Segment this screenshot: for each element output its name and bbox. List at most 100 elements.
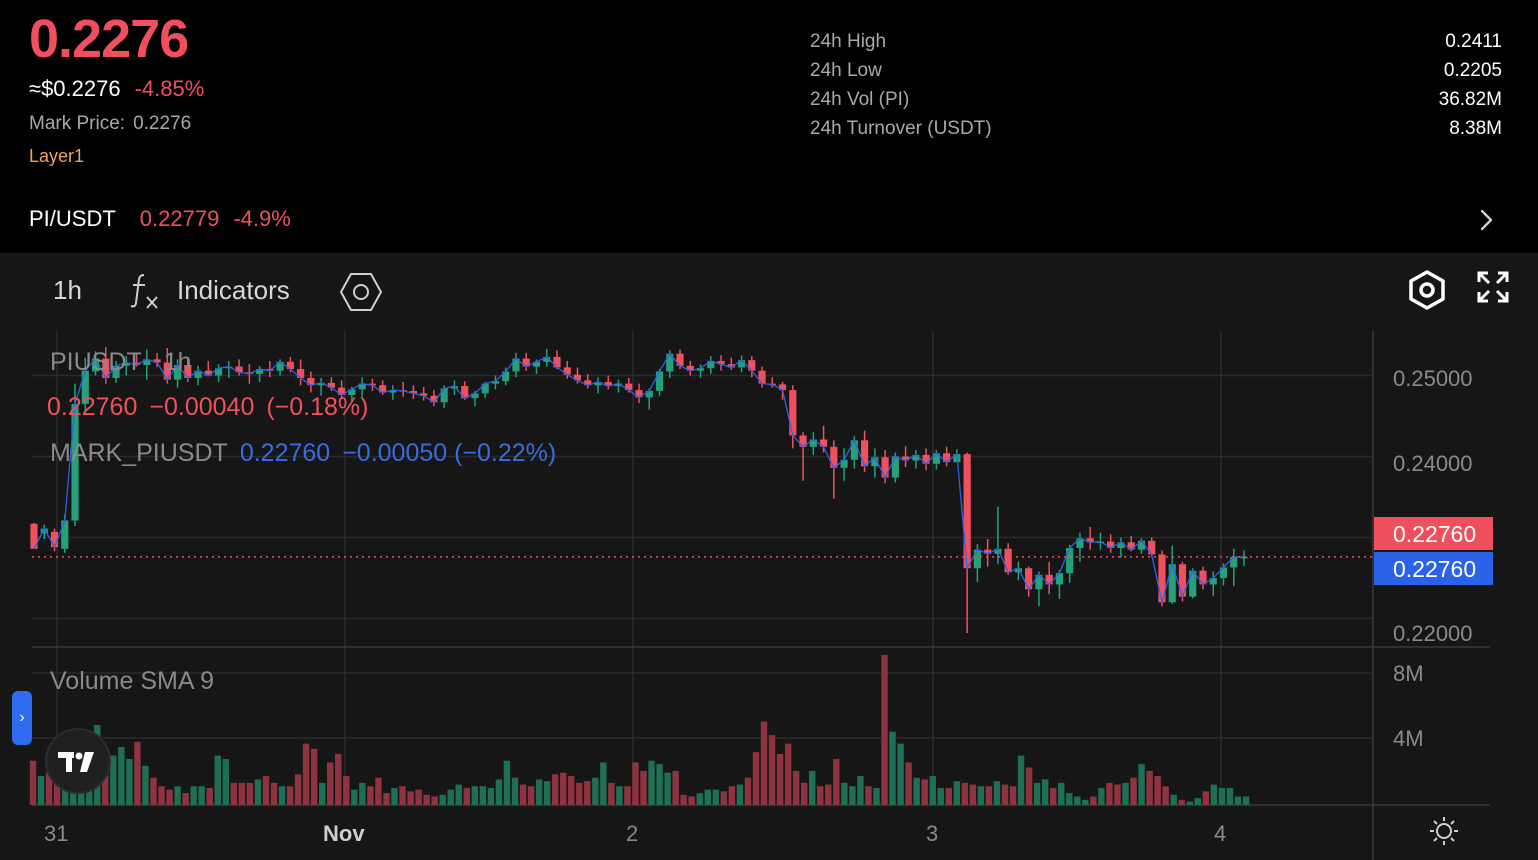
volume-bar	[495, 779, 503, 805]
volume-bar	[1041, 779, 1049, 805]
interval-selector[interactable]: 1h	[53, 275, 82, 305]
volume-bar	[632, 762, 639, 805]
candle-body	[132, 362, 141, 366]
volume-bar	[768, 735, 776, 805]
pair-price: 0.22779	[139, 206, 220, 231]
volume-bar	[246, 782, 254, 805]
candle-body	[481, 383, 489, 394]
sun-icon[interactable]	[1429, 816, 1459, 846]
candle-body	[471, 393, 479, 399]
fullscreen-icon[interactable]	[1476, 270, 1510, 304]
time-axis-tick: Nov	[323, 821, 365, 846]
stats-panel: 24h High 0.2411 24h Low 0.2205 24h Vol (…	[810, 31, 1502, 147]
candle-body	[1076, 538, 1084, 549]
volume-bar	[407, 791, 414, 805]
candle-body	[143, 359, 151, 366]
stat-24h-high: 24h High 0.2411	[810, 31, 1502, 60]
time-axis-tick: 4	[1214, 821, 1227, 846]
volume-bar	[487, 787, 495, 805]
volume-bar	[656, 764, 663, 805]
candle-body	[686, 365, 694, 371]
function-icon[interactable]	[128, 271, 162, 309]
stat-value: 8.38M	[1449, 118, 1502, 139]
volume-bar	[1154, 776, 1161, 805]
volume-bar	[110, 755, 117, 805]
volume-bar	[302, 743, 310, 805]
volume-bar	[857, 776, 864, 805]
candle-body	[1178, 564, 1187, 597]
volume-bar	[913, 777, 920, 805]
volume-bar	[712, 789, 720, 805]
candle-body	[799, 435, 807, 447]
candle-body	[1158, 554, 1166, 603]
volume-axis-tick: 4M	[1393, 726, 1424, 751]
candle-body	[737, 360, 746, 368]
volume-bar	[889, 731, 896, 805]
candle-body	[368, 383, 376, 386]
expand-panel-handle[interactable]: ›	[12, 691, 32, 745]
candle-body	[676, 353, 684, 366]
volume-bar	[190, 786, 197, 805]
candle-body	[30, 523, 38, 549]
volume-bar	[784, 743, 792, 805]
settings-icon[interactable]	[1406, 269, 1448, 311]
volume-bar	[841, 782, 848, 805]
candle-body	[1055, 573, 1064, 585]
tradingview-logo-icon	[58, 752, 94, 772]
volume-bar	[45, 772, 53, 805]
candle-body	[1004, 548, 1012, 573]
legend-mark-price: 0.22760	[239, 439, 331, 467]
volume-bar	[174, 786, 181, 805]
legend-mark-change: −0.00050 (−0.22%)	[342, 439, 557, 467]
spot-pair-row[interactable]: PI/USDT 0.22779 -4.9%	[29, 206, 291, 232]
candle-body	[235, 366, 243, 373]
volume-bar	[720, 791, 728, 805]
volume-bar	[905, 762, 912, 805]
volume-bar	[688, 796, 695, 805]
category-tag[interactable]: Layer1	[29, 146, 85, 166]
volume-bar	[1170, 794, 1177, 805]
price-axis-tick: 0.24000	[1393, 451, 1473, 476]
volume-bar	[391, 787, 398, 805]
volume-bar	[744, 777, 752, 805]
volume-bar	[415, 789, 422, 805]
candle-body	[543, 356, 551, 362]
volume-bar	[608, 782, 615, 805]
candle-body	[389, 390, 397, 393]
volume-bar	[592, 777, 599, 805]
tradingview-logo[interactable]	[45, 728, 111, 794]
candle-body	[461, 386, 469, 399]
candle-body	[994, 548, 1002, 554]
indicators-button[interactable]: Indicators	[177, 275, 290, 305]
candle-body	[286, 361, 294, 370]
chart-type-icon[interactable]	[339, 271, 383, 313]
candle-body	[225, 366, 233, 369]
mark-price-row: Mark Price: 0.2276	[29, 113, 191, 135]
candle-body	[891, 456, 899, 478]
usd-price: ≈$0.2276	[29, 76, 121, 101]
volume-bar	[359, 782, 366, 805]
candle-body	[861, 440, 869, 467]
volume-bar	[1066, 793, 1073, 805]
price-chart[interactable]	[0, 253, 1538, 860]
candle-body	[1189, 570, 1197, 597]
chevron-right-icon[interactable]	[1477, 208, 1497, 232]
volume-bar	[648, 760, 655, 805]
volume-bar	[865, 786, 872, 805]
candle-body	[71, 403, 79, 521]
stat-24h-vol: 24h Vol (PI) 36.82M	[810, 89, 1502, 118]
volume-bar	[1226, 787, 1234, 805]
volume-bar	[600, 762, 607, 805]
candle-body	[450, 386, 459, 389]
volume-bar	[1242, 796, 1250, 805]
candle-body	[194, 370, 202, 378]
volume-bar	[214, 755, 221, 805]
volume-bar	[1186, 801, 1193, 805]
candle-body	[840, 459, 848, 468]
candle-body	[81, 370, 89, 404]
candle-body	[1117, 542, 1125, 549]
volume-bar	[126, 758, 133, 805]
last-price-tag: 0.22760	[1374, 517, 1493, 550]
volume-bar	[1234, 796, 1242, 805]
chart-panel[interactable]: 1h Indicators PIUSDT 1h 0.22760 −0.00040 (−…	[0, 253, 1538, 860]
